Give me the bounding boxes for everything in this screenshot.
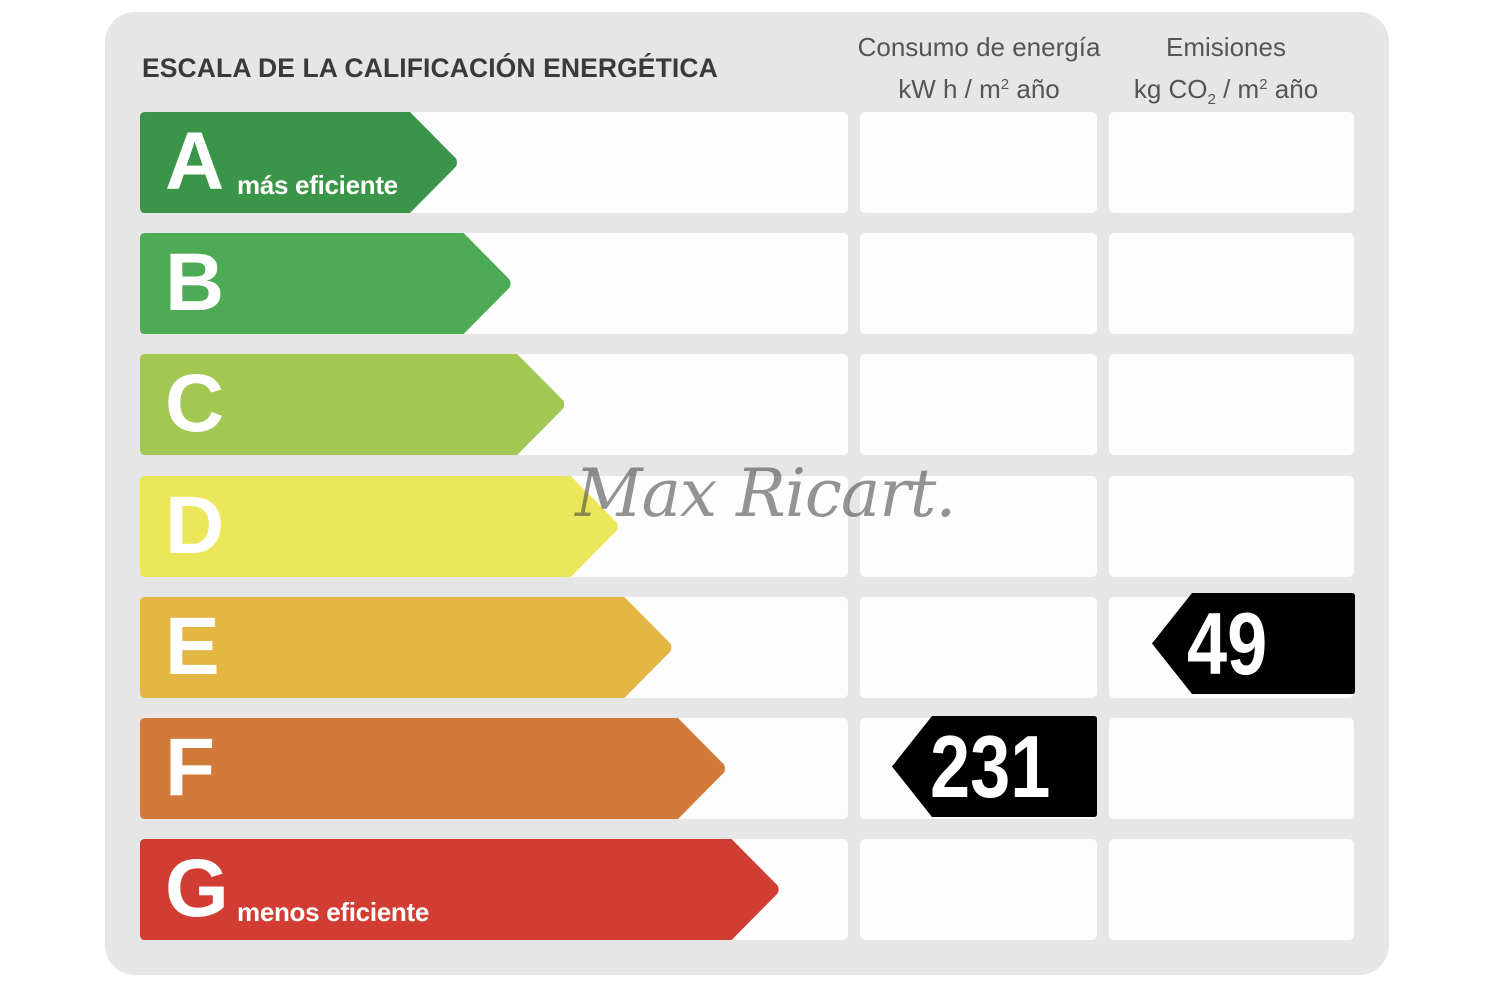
class-arrow-e: E (140, 596, 672, 698)
energy-column-header: Consumo de energía kW h / m2 año (855, 28, 1103, 108)
cell-emis-d (1109, 475, 1354, 577)
class-sublabel: más eficiente (237, 170, 398, 200)
energy-rating-badge: 231 (892, 716, 1097, 817)
class-arrow-d: D (140, 475, 619, 577)
cell-energy-e (860, 596, 1097, 698)
cell-emis-c (1109, 354, 1354, 456)
watermark: Max Ricart. (575, 455, 956, 532)
emissions-header-line1: Emisiones (1166, 32, 1286, 62)
cell-emis-b (1109, 233, 1354, 335)
emissions-header-unit: kg CO2 / m2 año (1133, 74, 1319, 108)
class-arrow-b: B (140, 233, 512, 335)
energy-header-unit: kW h / m2 año (898, 74, 1060, 104)
energy-header-line1: Consumo de energía (857, 32, 1101, 62)
emissions-rating-value: 49 (1187, 593, 1268, 693)
class-arrow-shape (140, 233, 511, 335)
class-arrow-shape (140, 112, 457, 213)
class-arrow-shape (140, 354, 565, 456)
energy-rating-value: 231 (930, 717, 1051, 816)
cell-emis-a (1109, 112, 1354, 213)
class-letter: C (165, 358, 225, 450)
cell-energy-g (860, 839, 1097, 941)
class-arrow-c: C (140, 354, 565, 456)
cell-energy-d (860, 475, 1097, 577)
scale-title: ESCALA DE LA CALIFICACIÓN ENERGÉTICA (142, 53, 718, 83)
cell-emis-g (1109, 839, 1354, 941)
class-sublabel: menos eficiente (237, 897, 430, 928)
cell-energy-b (860, 233, 1097, 335)
class-arrow-shape (140, 718, 725, 819)
class-arrow-shape (140, 596, 672, 698)
class-letter: B (165, 237, 225, 329)
class-arrow-f: F (140, 718, 726, 819)
energy-badge-shape (892, 716, 1097, 817)
emissions-badge-shape (1152, 592, 1355, 694)
class-arrow-shape (140, 839, 779, 941)
class-letter: A (165, 116, 225, 207)
cell-emis-f (1109, 718, 1354, 819)
emissions-rating-badge: 49 (1152, 592, 1355, 694)
class-arrow-shape (140, 475, 618, 577)
class-letter: E (165, 600, 220, 692)
class-letter: D (165, 479, 225, 571)
emissions-column-header: Emisiones kg CO2 / m2 año (1110, 28, 1342, 119)
class-letter: F (165, 722, 216, 813)
cell-energy-c (860, 354, 1097, 456)
cell-energy-a (860, 112, 1097, 213)
class-letter: G (165, 843, 229, 935)
